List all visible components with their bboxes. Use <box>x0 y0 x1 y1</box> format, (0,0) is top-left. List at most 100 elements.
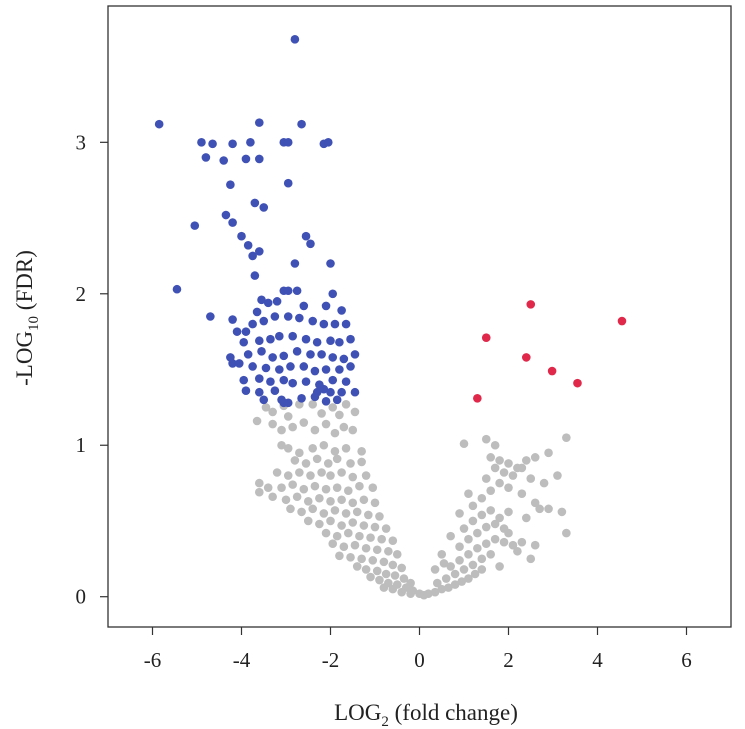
point-not-significant <box>368 556 378 565</box>
data-points <box>154 35 627 600</box>
point-down-regulated <box>283 286 293 296</box>
point-down-regulated <box>228 315 237 324</box>
point-not-significant <box>399 574 409 583</box>
point-down-regulated <box>228 139 237 149</box>
point-not-significant <box>477 493 487 503</box>
point-not-significant <box>486 506 496 515</box>
point-down-regulated <box>259 316 269 326</box>
y-axis-ticks: 0 1 2 3 <box>76 130 108 609</box>
point-not-significant <box>464 534 473 544</box>
point-not-significant <box>562 528 571 538</box>
point-not-significant <box>439 559 449 568</box>
point-not-significant <box>553 471 562 480</box>
point-down-regulated <box>254 336 264 346</box>
point-not-significant <box>366 572 375 582</box>
point-down-regulated <box>341 319 351 329</box>
point-not-significant <box>459 524 469 533</box>
point-not-significant <box>495 478 504 488</box>
point-down-regulated <box>337 306 346 315</box>
point-up-regulated <box>473 393 482 403</box>
point-down-regulated <box>335 337 344 347</box>
point-down-regulated <box>228 359 237 368</box>
point-not-significant <box>286 504 295 514</box>
point-not-significant <box>477 565 487 574</box>
point-not-significant <box>348 472 358 482</box>
point-not-significant <box>252 416 262 426</box>
point-down-regulated <box>288 378 297 388</box>
point-not-significant <box>468 516 478 526</box>
point-down-regulated <box>335 365 344 374</box>
point-down-regulated <box>232 327 242 336</box>
point-not-significant <box>348 425 358 435</box>
point-not-significant <box>455 542 464 552</box>
point-down-regulated <box>228 218 237 227</box>
point-not-significant <box>544 448 553 458</box>
point-not-significant <box>321 419 331 429</box>
point-down-regulated <box>337 387 346 397</box>
point-not-significant <box>366 533 375 542</box>
point-not-significant <box>330 506 340 515</box>
point-not-significant <box>359 521 369 530</box>
point-not-significant <box>490 463 500 473</box>
point-not-significant <box>517 537 527 547</box>
point-not-significant <box>301 459 311 468</box>
point-not-significant <box>372 545 382 555</box>
y-tick-label: 2 <box>76 282 87 306</box>
y-axis-title: -LOG10 (FDR) <box>12 250 42 386</box>
x-axis-title: LOG2 (fold change) <box>334 700 518 729</box>
point-not-significant <box>490 519 500 529</box>
point-down-regulated <box>243 350 253 359</box>
point-not-significant <box>381 524 391 533</box>
point-down-regulated <box>243 241 253 250</box>
point-down-regulated <box>254 118 264 127</box>
point-not-significant <box>490 440 500 450</box>
point-down-regulated <box>226 180 235 190</box>
point-down-regulated <box>241 386 251 396</box>
point-down-regulated <box>341 377 351 386</box>
point-not-significant <box>355 531 364 541</box>
point-down-regulated <box>234 359 244 368</box>
point-down-regulated <box>328 289 338 299</box>
point-not-significant <box>268 419 277 429</box>
point-down-regulated <box>290 259 300 268</box>
point-not-significant <box>486 486 496 495</box>
point-not-significant <box>557 507 567 517</box>
point-not-significant <box>254 478 264 488</box>
point-down-regulated <box>283 312 293 321</box>
point-down-regulated <box>346 362 355 371</box>
point-down-regulated <box>254 247 264 256</box>
point-down-regulated <box>308 316 318 326</box>
point-not-significant <box>468 501 478 511</box>
point-not-significant <box>332 531 342 541</box>
point-not-significant <box>295 448 304 458</box>
point-not-significant <box>321 528 331 538</box>
point-not-significant <box>375 575 384 585</box>
point-not-significant <box>272 468 282 477</box>
point-down-regulated <box>326 259 335 268</box>
point-down-regulated <box>206 312 215 321</box>
point-not-significant <box>310 425 320 435</box>
point-not-significant <box>535 504 544 514</box>
point-not-significant <box>530 540 540 550</box>
point-not-significant <box>359 495 369 505</box>
point-not-significant <box>504 507 513 517</box>
point-down-regulated <box>346 334 355 344</box>
point-not-significant <box>508 471 518 480</box>
point-not-significant <box>433 578 442 588</box>
point-down-regulated <box>270 386 280 396</box>
point-not-significant <box>539 478 549 488</box>
point-not-significant <box>330 428 340 438</box>
point-not-significant <box>361 543 371 553</box>
point-not-significant <box>335 410 344 420</box>
point-not-significant <box>526 554 536 564</box>
point-not-significant <box>306 471 315 480</box>
point-not-significant <box>444 583 453 592</box>
point-up-regulated <box>547 366 557 376</box>
point-not-significant <box>361 565 371 574</box>
point-not-significant <box>341 443 351 453</box>
point-not-significant <box>522 513 531 523</box>
point-down-regulated <box>328 353 338 362</box>
point-not-significant <box>437 584 447 594</box>
point-not-significant <box>283 412 293 421</box>
point-not-significant <box>424 589 433 598</box>
